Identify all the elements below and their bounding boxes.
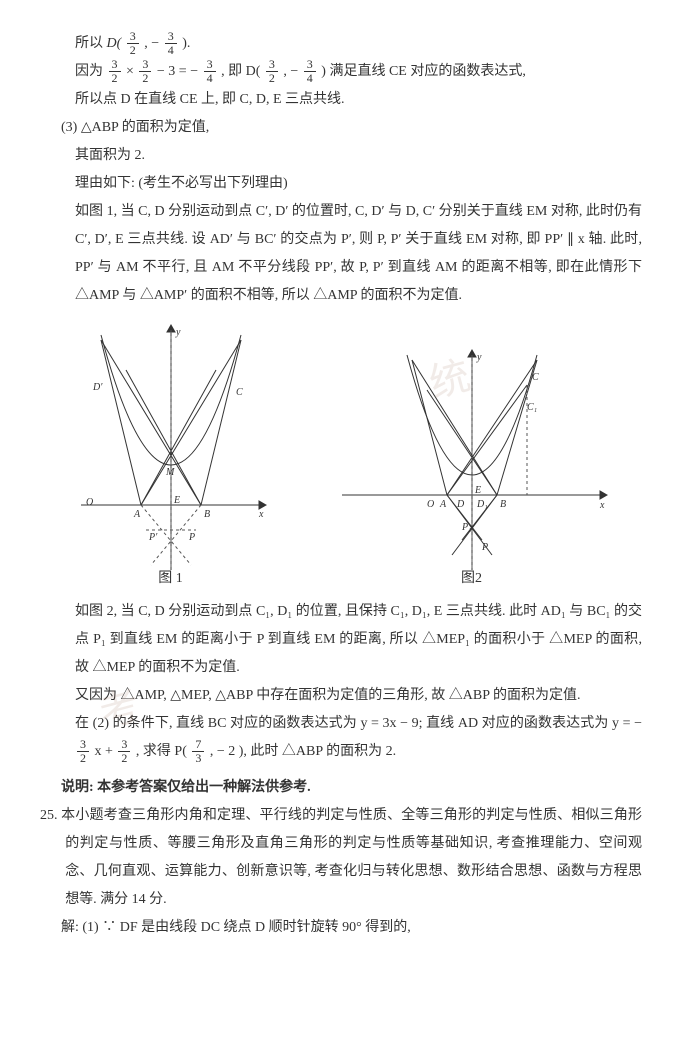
figures-row: O y x D′ C A B P′ P E M 图 1 xyxy=(40,315,642,593)
svg-text:D₁: D₁ xyxy=(476,499,488,510)
fraction: 32 xyxy=(118,738,130,765)
text-line: 所以点 D 在直线 CE 上, 即 C, D, E 三点共线. xyxy=(40,86,642,114)
txt: ) 满足直线 CE 对应的函数表达式, xyxy=(321,64,526,79)
figure-2-label: 图2 xyxy=(332,565,612,593)
txt: − 3 = − xyxy=(157,64,202,79)
svg-text:E: E xyxy=(173,495,180,506)
fraction: 34 xyxy=(165,30,177,57)
text-line: 其面积为 2. xyxy=(40,142,642,170)
txt: D( xyxy=(107,36,125,51)
svg-text:E: E xyxy=(474,485,481,496)
text-line: (3) △ABP 的面积为定值, xyxy=(40,114,642,142)
fraction: 34 xyxy=(204,58,216,85)
svg-text:O: O xyxy=(86,497,93,508)
svg-text:D′: D′ xyxy=(92,382,103,393)
text-paragraph: 又因为 △AMP, △MEP, △ABP 中存在面积为定值的三角形, 故 △AB… xyxy=(40,682,642,710)
text-line: 因为 32 × 32 − 3 = − 34 , 即 D( 32 , − 34 )… xyxy=(40,58,642,86)
figure-2: O y x C C₁ A B D D₁ P₁ P E 图2 xyxy=(332,345,612,593)
fraction: 32 xyxy=(77,738,89,765)
txt: ). xyxy=(182,36,190,51)
txt: , − 2 ), 此时 △ABP 的面积为 2. xyxy=(210,744,396,759)
q25-solution: 解: (1) ∵ DF 是由线段 DC 绕点 D 顺时针旋转 90° 得到的, xyxy=(40,914,642,942)
text-line: 在 (2) 的条件下, 直线 BC 对应的函数表达式为 y = 3x − 9; … xyxy=(40,710,642,766)
svg-text:B: B xyxy=(204,509,210,520)
svg-text:M: M xyxy=(165,467,175,478)
fraction: 32 xyxy=(139,58,151,85)
svg-text:O: O xyxy=(427,499,434,510)
svg-text:P: P xyxy=(481,542,488,553)
page-content: 统 考 所以 D( 32 , − 34 ). 因为 32 × 32 − 3 = … xyxy=(40,30,642,942)
svg-text:C: C xyxy=(236,387,243,398)
svg-text:P₁: P₁ xyxy=(461,522,472,533)
note-line: 说明: 本参考答案仅给出一种解法供参考. xyxy=(40,774,642,802)
txt: × xyxy=(126,64,137,79)
svg-text:B: B xyxy=(500,499,506,510)
svg-text:C: C xyxy=(532,372,539,383)
svg-text:x: x xyxy=(258,509,264,520)
svg-text:y: y xyxy=(476,352,482,363)
svg-text:y: y xyxy=(175,327,181,338)
figure-1: O y x D′ C A B P′ P E M 图 1 xyxy=(71,315,271,593)
fraction: 32 xyxy=(266,58,278,85)
svg-text:P: P xyxy=(188,532,195,543)
question-25: 25. 本小题考查三角形内角和定理、平行线的判定与性质、全等三角形的判定与性质、… xyxy=(65,802,642,914)
txt: 所以 xyxy=(75,36,107,51)
txt: , 即 D( xyxy=(221,64,264,79)
txt: 在 (2) 的条件下, 直线 BC 对应的函数表达式为 y = 3x − 9; … xyxy=(75,716,642,731)
text-paragraph: 如图 2, 当 C, D 分别运动到点 C₁, D₁ 的位置, 且保持 C₁, … xyxy=(40,598,642,682)
fraction: 73 xyxy=(192,738,204,765)
txt: , 求得 P( xyxy=(136,744,190,759)
figure-1-svg: O y x D′ C A B P′ P E M xyxy=(71,315,271,575)
text-paragraph: 如图 1, 当 C, D 分别运动到点 C′, D′ 的位置时, C, D′ 与… xyxy=(40,198,642,310)
svg-text:D: D xyxy=(456,499,465,510)
text-line: 理由如下: (考生不必写出下列理由) xyxy=(40,170,642,198)
txt: , − xyxy=(283,64,301,79)
fraction: 32 xyxy=(127,30,139,57)
txt: 因为 xyxy=(75,64,107,79)
svg-text:A: A xyxy=(439,499,447,510)
svg-text:x: x xyxy=(599,500,605,511)
figure-2-svg: O y x C C₁ A B D D₁ P₁ P E xyxy=(332,345,612,575)
fraction: 32 xyxy=(109,58,121,85)
figure-1-label: 图 1 xyxy=(71,565,271,593)
txt: , − xyxy=(144,36,162,51)
svg-text:A: A xyxy=(133,509,141,520)
txt: x + xyxy=(95,744,117,759)
svg-text:P′: P′ xyxy=(148,532,158,543)
text-line: 所以 D( 32 , − 34 ). xyxy=(40,30,642,58)
fraction: 34 xyxy=(304,58,316,85)
svg-text:C₁: C₁ xyxy=(527,402,537,413)
